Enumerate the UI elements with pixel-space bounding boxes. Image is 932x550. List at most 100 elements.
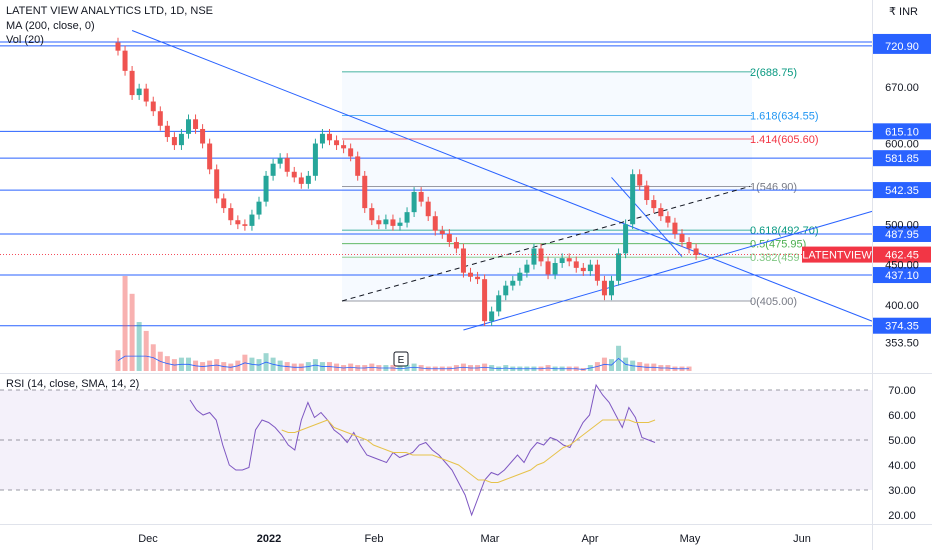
price-tick-label: 500.00: [885, 219, 919, 231]
candle-body: [686, 242, 692, 249]
candle-body: [341, 145, 347, 149]
candle-body: [249, 214, 255, 226]
candle-body: [200, 128, 206, 144]
candle-body: [538, 248, 544, 262]
candle-body: [404, 212, 410, 223]
rsi-ma-line: [281, 419, 656, 483]
time-tick-label: Dec: [138, 533, 158, 545]
candle-body: [122, 50, 128, 71]
rsi-line: [189, 383, 656, 517]
last-price-tag: [873, 246, 931, 263]
candle-body: [207, 143, 213, 170]
candle-body: [439, 230, 445, 234]
candle-body: [623, 224, 629, 254]
candle-body: [531, 248, 537, 265]
rsi-tick-label: 30.00: [888, 485, 916, 497]
candle-body: [552, 263, 558, 275]
candle-body: [390, 219, 396, 226]
candle-body: [376, 220, 382, 225]
price-level-tag-text: 437.10: [885, 270, 919, 282]
candle-body: [186, 119, 191, 134]
candle-body: [566, 258, 572, 262]
price-level-tag-text: 542.35: [885, 185, 919, 197]
descending-trendline: [131, 30, 873, 322]
symbol-tag: [802, 246, 872, 263]
candle-body: [616, 253, 622, 281]
symbol-title: LATENT VIEW ANALYTICS LTD, 1D, NSE: [6, 5, 214, 17]
price-level-tag-text: 581.85: [885, 153, 919, 165]
candle-body: [242, 224, 248, 226]
time-tick-label: May: [680, 533, 701, 545]
volume-bar: [143, 330, 149, 371]
price-level-tag-text: 374.35: [885, 321, 919, 333]
candle-body: [136, 88, 142, 96]
candle-body: [524, 264, 530, 273]
rsi-pane: [0, 383, 872, 517]
price-level-tag: [873, 150, 931, 167]
candle-body: [369, 208, 375, 221]
candle-body: [334, 140, 340, 146]
candle-body: [235, 220, 241, 225]
candle-body: [193, 119, 199, 129]
candle-body: [305, 175, 311, 184]
volume-indicator-label[interactable]: Vol (20): [6, 34, 44, 46]
rsi-tick-label: 70.00: [888, 385, 916, 397]
volume-bar: [136, 322, 142, 371]
candle-body: [214, 169, 220, 199]
candle-body: [637, 174, 643, 186]
candle-body: [178, 133, 184, 146]
price-level-tag: [873, 123, 931, 140]
candle-body: [693, 248, 699, 255]
last-price-tag-text: 462.45: [885, 250, 919, 262]
symbol-tag-text: LATENTVIEW: [802, 250, 872, 262]
rsi-tick-label: 20.00: [888, 510, 916, 522]
price-tick-label: 600.00: [885, 139, 919, 151]
candle-body: [270, 163, 276, 176]
volume-bar: [129, 293, 135, 371]
price-tick-label: 400.00: [885, 300, 919, 312]
candle-body: [418, 191, 424, 202]
ma-indicator-label[interactable]: MA (200, close, 0): [6, 20, 95, 32]
short-trendline: [611, 177, 683, 257]
currency-label[interactable]: ₹ INR: [889, 6, 918, 18]
candle-body: [228, 208, 234, 221]
rsi-tick-label: 60.00: [888, 410, 916, 422]
fib-level-label: 1.618(634.55): [750, 111, 819, 123]
candle-body: [327, 133, 332, 141]
candle-body: [157, 111, 163, 126]
time-tick-label: Feb: [365, 533, 384, 545]
time-tick-label: 2022: [257, 533, 281, 545]
candle-body: [221, 198, 227, 209]
price-level-tag: [873, 37, 931, 54]
candle-body: [573, 261, 579, 268]
candle-body: [665, 216, 671, 223]
price-tick-label: 450.00: [885, 260, 919, 272]
candle-body: [672, 222, 678, 234]
earnings-marker: [393, 351, 409, 367]
candle-body: [453, 242, 459, 249]
candle-body: [644, 185, 650, 201]
price-level-tag-text: 487.95: [885, 229, 919, 241]
rsi-indicator-label[interactable]: RSI (14, close, SMA, 14, 2): [6, 378, 140, 390]
ascending-trendline: [463, 210, 873, 331]
candle-body: [460, 248, 466, 273]
candle-body: [432, 216, 438, 231]
candle-body: [383, 219, 389, 225]
rsi-tick-label: 50.00: [888, 435, 916, 447]
candle-body: [510, 280, 516, 286]
candle-body: [468, 272, 473, 277]
fib-level-label: 1(546.90): [750, 181, 797, 193]
candle-body: [411, 191, 417, 213]
candle-body: [129, 70, 135, 96]
candle-body: [609, 280, 614, 296]
candle-body: [517, 272, 523, 281]
volume-ma-line: [117, 355, 690, 370]
price-level-tag-text: 720.90: [885, 41, 919, 53]
candle-body: [362, 175, 368, 209]
price-level-tag: [873, 267, 931, 284]
candle-body: [496, 295, 502, 312]
candle-body: [651, 200, 657, 209]
candle-body: [630, 174, 636, 225]
candle-body: [348, 148, 354, 157]
